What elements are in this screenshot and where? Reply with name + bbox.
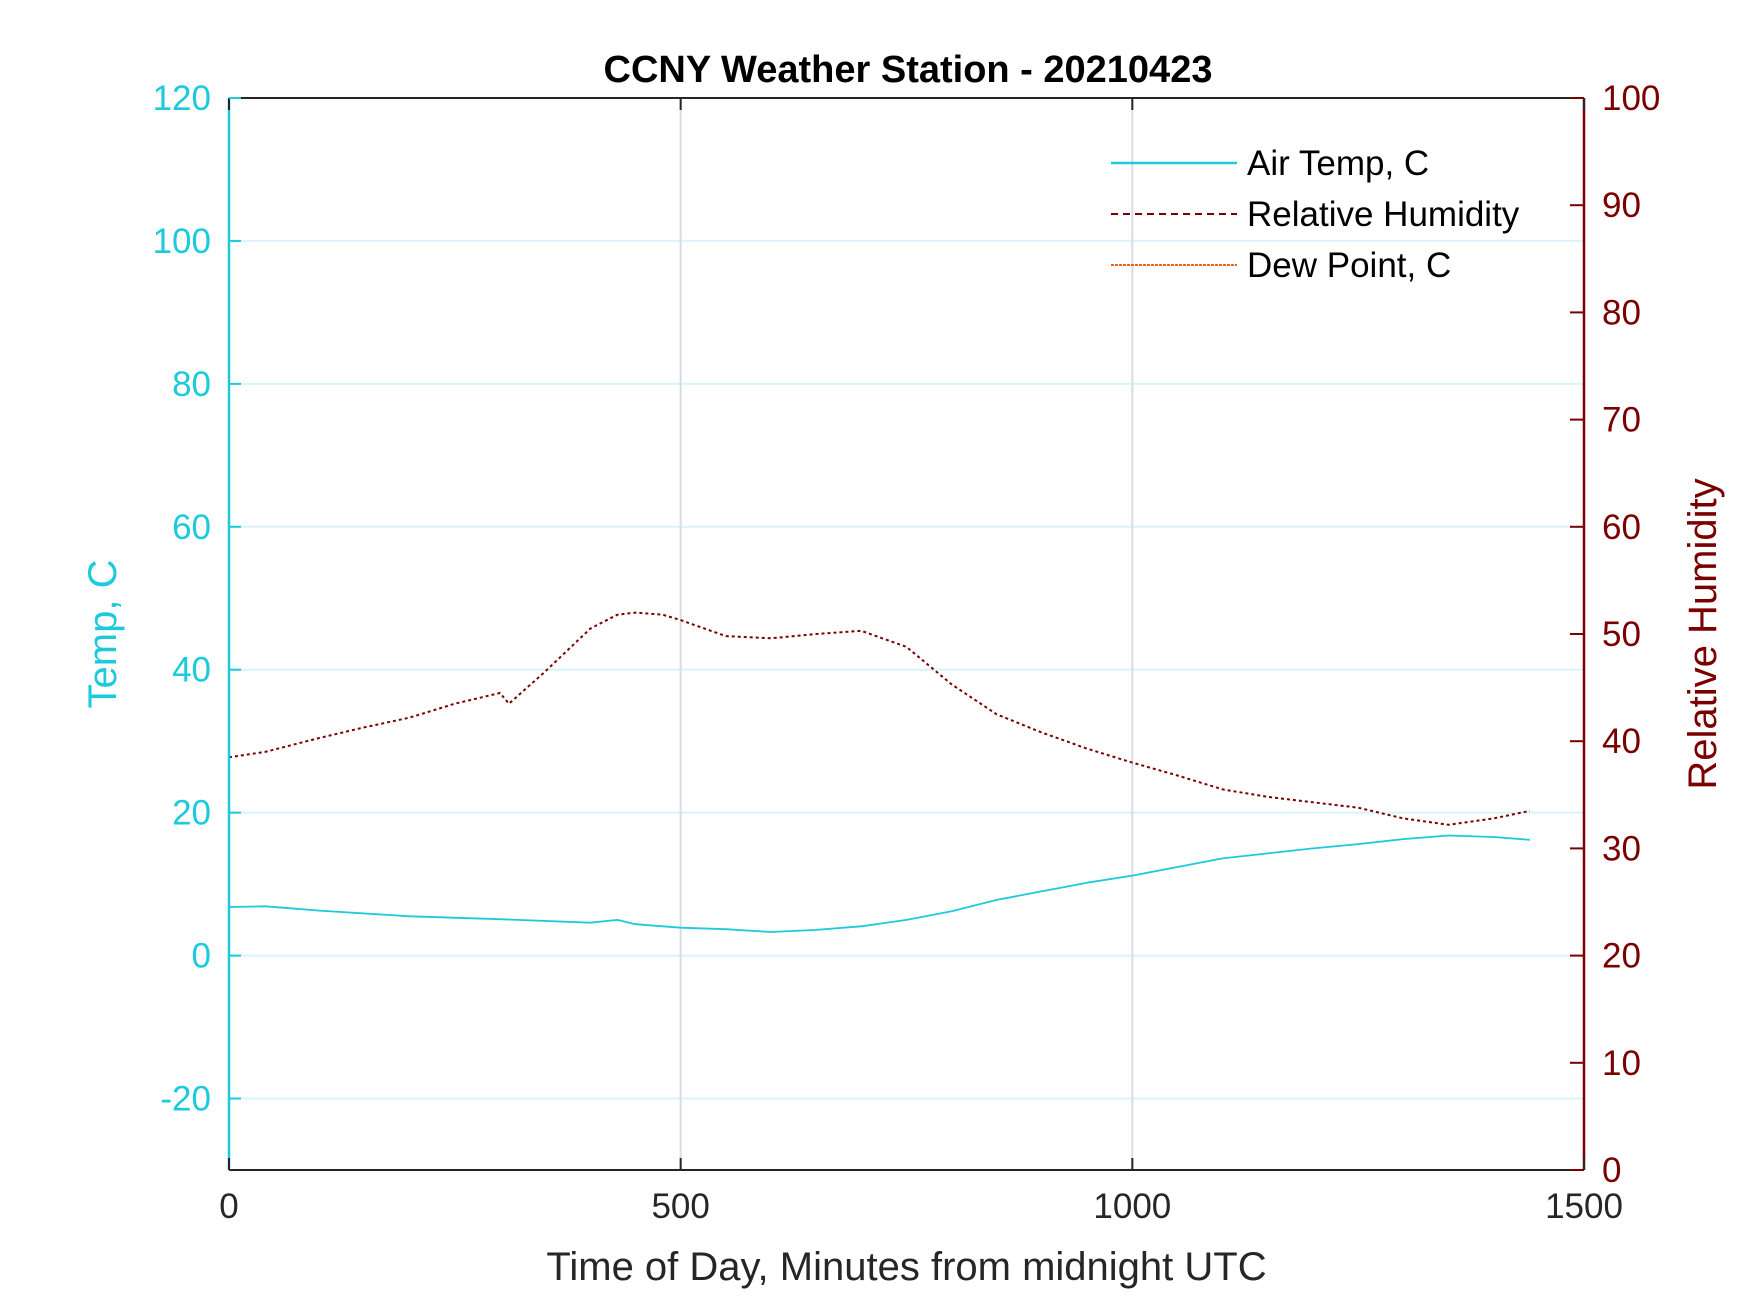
y-right-tick-label: 70 xyxy=(1602,401,1641,440)
y-left-tick-label: 40 xyxy=(172,651,211,690)
y-right-tick-label: 20 xyxy=(1602,937,1641,976)
legend-entry-1: Relative Humidity xyxy=(1247,195,1520,234)
y-left-tick-label: 80 xyxy=(172,365,211,404)
y-left-tick-label: 100 xyxy=(153,222,211,261)
x-tick-label: 500 xyxy=(651,1187,709,1226)
y-right-tick-label: 100 xyxy=(1602,79,1660,118)
y-right-tick-label: 90 xyxy=(1602,186,1641,225)
y-left-tick-label: 0 xyxy=(192,937,211,976)
x-tick-label: 1500 xyxy=(1545,1187,1623,1226)
y-left-tick-label: 60 xyxy=(172,508,211,547)
y-axis-left-label: Temp, C xyxy=(81,560,125,709)
legend: Air Temp, C Relative Humidity Dew Point, C xyxy=(1111,144,1520,285)
y-right-tick-label: 60 xyxy=(1602,508,1641,547)
y-right-tick-label: 0 xyxy=(1602,1151,1621,1190)
ticks: 0 500 1000 1500 -20 0 20 40 60 80 100 120 0 10 20 30 40 5… xyxy=(153,79,1661,1226)
chart-title: CCNY Weather Station - 20210423 xyxy=(604,49,1213,91)
legend-entry-2: Dew Point, C xyxy=(1247,246,1451,285)
x-axis-label: Time of Day, Minutes from midnight UTC xyxy=(546,1245,1266,1289)
x-tick-label: 0 xyxy=(219,1187,238,1226)
y-left-tick-label: 20 xyxy=(172,794,211,833)
y-right-tick-label: 50 xyxy=(1602,615,1641,654)
plot-area xyxy=(228,611,1531,933)
series-line-1 xyxy=(228,611,1531,826)
x-tick-label: 1000 xyxy=(1093,1187,1171,1226)
y-right-tick-label: 80 xyxy=(1602,293,1641,332)
y-left-tick-label: 120 xyxy=(153,79,211,118)
y-axis-right-label: Relative Humidity xyxy=(1681,478,1725,789)
y-right-tick-label: 40 xyxy=(1602,722,1641,761)
series-line-0 xyxy=(228,834,1530,933)
y-right-tick-label: 10 xyxy=(1602,1044,1641,1083)
y-right-tick-label: 30 xyxy=(1602,829,1641,868)
legend-entry-0: Air Temp, C xyxy=(1247,144,1429,183)
y-left-tick-label: -20 xyxy=(160,1080,211,1119)
